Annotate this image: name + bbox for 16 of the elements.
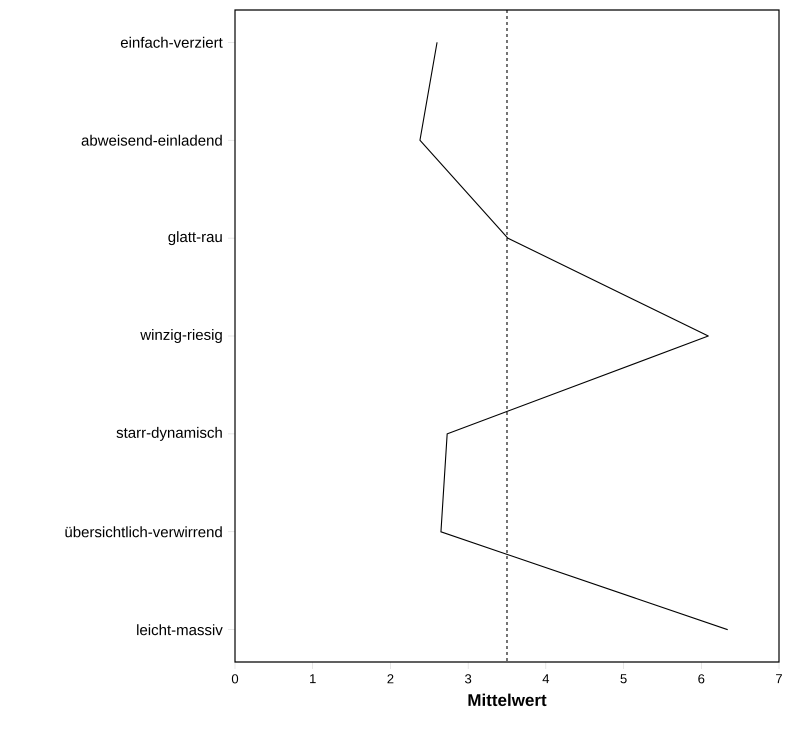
x-tick-label: 7 [776,674,782,684]
x-axis-title: Mittelwert [468,694,546,706]
y-tick-label: leicht-massiv [137,624,223,636]
y-tick-label: übersichtlich-verwirrend [65,526,222,538]
x-tick-label: 3 [465,674,472,684]
x-tick-label: 2 [387,674,394,684]
y-tick-label: einfach-verziert [120,36,223,48]
y-tick-label: glatt-rau [168,231,222,246]
x-tick-label: 5 [620,674,627,684]
x-tick-label: 4 [542,674,550,684]
y-tick-label: winzig-riesig [140,329,222,343]
x-tick-label: 1 [310,674,316,684]
x-tick-label: 0 [232,674,238,684]
y-tick-label: starr-dynamisch [116,426,222,441]
x-tick-label: 6 [698,674,704,684]
y-tick-label: abweisend-einladend [82,134,222,146]
